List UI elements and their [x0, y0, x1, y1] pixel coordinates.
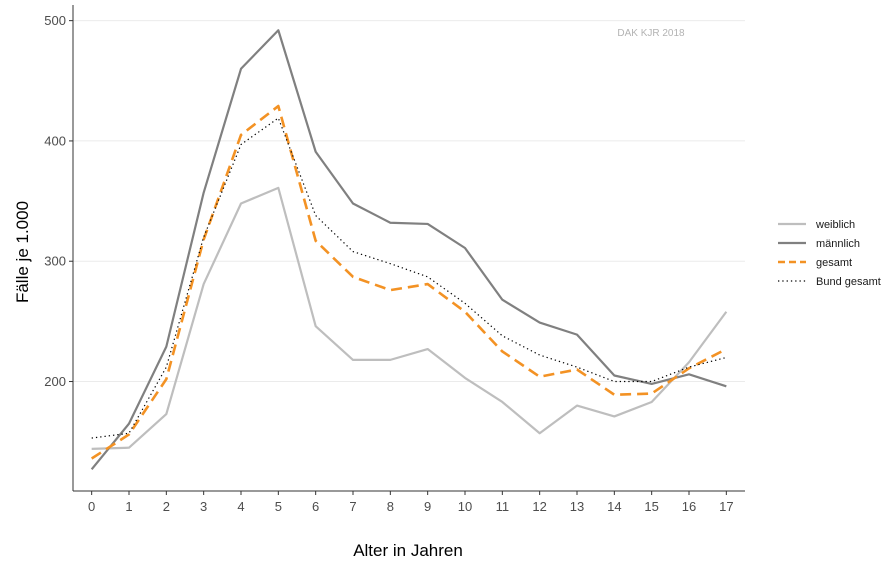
x-tick-label: 16 [682, 499, 696, 514]
x-tick-label: 13 [570, 499, 584, 514]
legend-label-3: Bund gesamt [816, 276, 881, 288]
x-tick-label: 5 [275, 499, 282, 514]
x-tick-label: 8 [387, 499, 394, 514]
legend: weiblich männlich gesamt Bund gesamt [778, 219, 881, 288]
x-tick-label: 12 [532, 499, 546, 514]
series-line-0 [91, 186, 728, 450]
series-line-3 [91, 117, 727, 439]
x-tick-label: 17 [719, 499, 733, 514]
series-line-2 [90, 104, 727, 460]
y-tick-label: 300 [44, 254, 66, 269]
x-tick-label: 4 [237, 499, 244, 514]
x-tick-label: 0 [88, 499, 95, 514]
y-tick-label: 500 [44, 13, 66, 28]
legend-label-2: gesamt [816, 257, 852, 269]
gridlines [73, 20, 745, 383]
y-tick-label: 400 [44, 133, 66, 148]
y-axis-title: Fälle je 1.000 [13, 201, 32, 303]
x-axis-title: Alter in Jahren [353, 541, 463, 560]
x-tick-label: 3 [200, 499, 207, 514]
x-tick-label: 7 [349, 499, 356, 514]
series-lines [90, 29, 728, 471]
series-line-1 [90, 29, 727, 471]
x-tick-label: 10 [458, 499, 472, 514]
x-tick-label: 14 [607, 499, 621, 514]
x-tick-label: 15 [644, 499, 658, 514]
x-axis-ticks: 0 1 2 3 4 5 6 7 8 9 10 11 12 13 14 15 16 17 [88, 491, 734, 514]
legend-label-1: männlich [816, 238, 860, 250]
y-axis-ticks: 200 300 400 500 [44, 13, 73, 389]
x-tick-label: 9 [424, 499, 431, 514]
x-tick-label: 2 [163, 499, 170, 514]
x-tick-label: 6 [312, 499, 319, 514]
y-tick-label: 200 [44, 374, 66, 389]
x-tick-label: 1 [125, 499, 132, 514]
legend-label-0: weiblich [815, 219, 855, 231]
x-tick-label: 11 [496, 499, 510, 514]
watermark: DAK KJR 2018 [617, 28, 685, 39]
